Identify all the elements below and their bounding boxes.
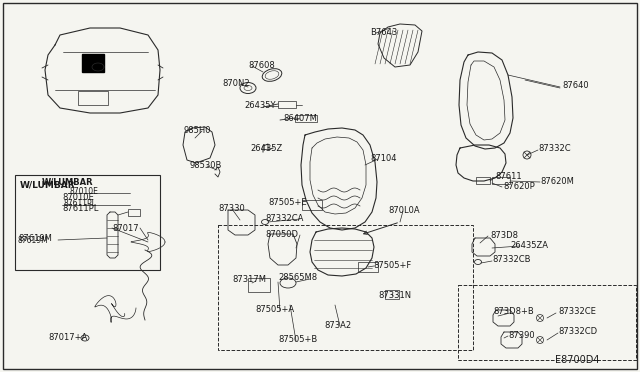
Text: 87505+F: 87505+F	[373, 260, 412, 269]
Text: 26435Z: 26435Z	[250, 144, 282, 153]
Bar	[15, 175, 160, 270]
Text: 87505+B: 87505+B	[278, 336, 317, 344]
Text: 87611PL: 87611PL	[62, 203, 99, 212]
Text: 87620P: 87620P	[503, 182, 535, 190]
Text: 87104: 87104	[370, 154, 397, 163]
Text: 87332CB: 87332CB	[492, 256, 531, 264]
Text: 87017+A: 87017+A	[48, 334, 87, 343]
Text: 870N2: 870N2	[222, 78, 250, 87]
Bar	[82, 54, 104, 72]
Text: 87332C: 87332C	[538, 144, 571, 153]
Bar	[302, 200, 322, 210]
Text: 873A2: 873A2	[324, 321, 351, 330]
Text: 873D8: 873D8	[490, 231, 518, 240]
Text: 28565M8: 28565M8	[278, 273, 317, 282]
Bar	[278, 101, 296, 108]
Text: 86407M: 86407M	[283, 113, 317, 122]
Text: 985H0: 985H0	[183, 125, 211, 135]
Text: 87640: 87640	[562, 80, 589, 90]
Text: 870L0A: 870L0A	[388, 205, 420, 215]
Text: 87050D: 87050D	[265, 230, 298, 238]
Text: 87620M: 87620M	[540, 176, 574, 186]
Text: 87608: 87608	[248, 61, 275, 70]
Bar	[476, 177, 490, 184]
Text: 87505+E: 87505+E	[268, 198, 307, 206]
Text: 87619M: 87619M	[18, 234, 52, 243]
Bar	[78, 91, 108, 105]
Text: 26435ZA: 26435ZA	[510, 241, 548, 250]
Text: 87611PL: 87611PL	[63, 199, 96, 208]
Text: W/LUMBAR: W/LUMBAR	[42, 177, 93, 186]
Text: 87332CA: 87332CA	[265, 214, 303, 222]
Text: 87505+A: 87505+A	[255, 305, 294, 314]
Text: 873D8+B: 873D8+B	[493, 308, 534, 317]
Text: B7643: B7643	[370, 28, 397, 36]
Bar	[458, 285, 636, 360]
Text: 87611: 87611	[495, 171, 522, 180]
Text: 87390: 87390	[508, 330, 534, 340]
Text: 87330: 87330	[218, 203, 244, 212]
Bar	[358, 262, 378, 272]
Bar	[218, 225, 473, 350]
Text: 87331N: 87331N	[378, 291, 411, 299]
Text: W/LUMBAR: W/LUMBAR	[20, 180, 76, 189]
Text: 87332CD: 87332CD	[558, 327, 597, 337]
Text: 87332CE: 87332CE	[558, 308, 596, 317]
Bar	[492, 177, 510, 184]
Text: 87010E: 87010E	[69, 186, 98, 196]
Text: 26435Y: 26435Y	[244, 100, 275, 109]
Text: E8700D4: E8700D4	[556, 355, 600, 365]
Text: 87010E: 87010E	[62, 192, 93, 202]
Text: 87619M: 87619M	[18, 235, 49, 244]
Text: 87017: 87017	[112, 224, 139, 232]
Bar	[128, 209, 140, 216]
Text: 87317M: 87317M	[232, 276, 266, 285]
Text: 98530B: 98530B	[190, 160, 222, 170]
Bar	[248, 278, 270, 292]
Bar	[295, 115, 317, 122]
Bar	[385, 290, 399, 299]
